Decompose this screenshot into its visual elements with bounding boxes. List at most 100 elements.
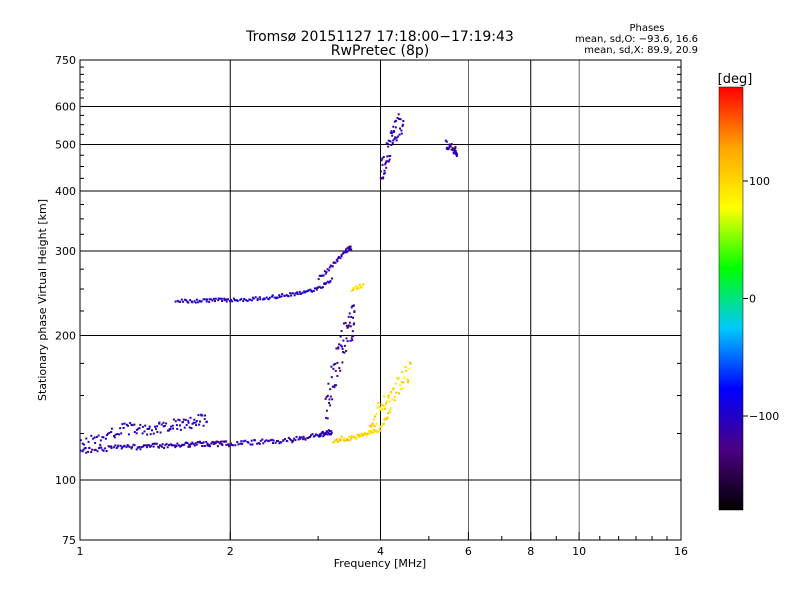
- data-point: [205, 440, 208, 443]
- data-point: [445, 140, 448, 143]
- data-point: [333, 386, 336, 389]
- data-point: [398, 118, 401, 120]
- data-point: [279, 441, 282, 444]
- data-point: [117, 444, 120, 447]
- data-point: [81, 442, 84, 445]
- data-point: [401, 371, 404, 373]
- y-tick-label: 75: [62, 534, 76, 547]
- data-point: [296, 291, 299, 294]
- data-point: [280, 441, 283, 444]
- data-point: [208, 443, 211, 446]
- data-point: [146, 444, 149, 447]
- data-point: [249, 443, 252, 446]
- data-point: [94, 442, 97, 444]
- data-point: [138, 427, 141, 430]
- data-point: [254, 296, 257, 299]
- data-point: [365, 432, 368, 435]
- data-point: [372, 428, 375, 431]
- data-point: [127, 424, 129, 427]
- data-point: [456, 153, 458, 156]
- data-point: [380, 425, 383, 428]
- colorbar-gradient: [718, 86, 744, 511]
- data-point: [407, 379, 410, 382]
- data-point: [115, 447, 118, 449]
- data-point: [202, 441, 205, 444]
- data-point: [121, 423, 124, 426]
- data-point: [289, 438, 291, 441]
- data-point: [323, 270, 326, 273]
- data-point: [345, 324, 348, 327]
- data-point: [229, 300, 231, 303]
- data-point: [338, 343, 341, 346]
- x-tick-label: 6: [465, 545, 472, 558]
- data-point: [372, 431, 375, 434]
- data-point: [119, 444, 122, 447]
- data-point: [320, 286, 323, 289]
- data-point: [336, 260, 339, 263]
- data-point: [123, 444, 126, 447]
- data-point: [113, 435, 115, 437]
- data-point: [353, 322, 356, 325]
- data-point: [343, 437, 346, 440]
- data-point: [397, 135, 400, 138]
- data-point: [358, 283, 361, 286]
- data-point: [394, 136, 397, 139]
- x-axis-label: Frequency [MHz]: [334, 557, 426, 570]
- data-point: [384, 163, 387, 166]
- data-point: [234, 444, 237, 447]
- data-point: [114, 444, 117, 447]
- data-point: [281, 293, 284, 296]
- data-point: [321, 432, 324, 435]
- data-point: [104, 437, 107, 440]
- data-point: [284, 438, 286, 441]
- data-point: [274, 441, 277, 444]
- data-point: [326, 430, 329, 433]
- data-point: [271, 295, 273, 298]
- data-point: [388, 158, 391, 161]
- data-point: [335, 384, 338, 387]
- data-point: [133, 444, 136, 447]
- data-point: [340, 255, 343, 258]
- data-point: [394, 126, 397, 129]
- data-point: [390, 132, 393, 135]
- data-point: [195, 443, 198, 446]
- data-point: [339, 369, 342, 372]
- x-axis: 1 2 4 6 8 10 16: [77, 532, 688, 558]
- data-point: [239, 442, 242, 445]
- data-point: [333, 261, 336, 264]
- data-point: [336, 440, 339, 443]
- data-point: [205, 300, 208, 303]
- data-point: [192, 443, 195, 446]
- data-point: [108, 431, 111, 434]
- data-point: [383, 422, 385, 425]
- data-point: [341, 347, 344, 350]
- data-point: [403, 376, 406, 379]
- data-point: [337, 257, 340, 260]
- data-point: [338, 367, 341, 370]
- data-point: [382, 156, 385, 158]
- data-point: [264, 440, 266, 443]
- data-point: [102, 449, 105, 452]
- data-point: [143, 444, 145, 447]
- data-point: [347, 325, 350, 328]
- data-point: [350, 316, 353, 318]
- data-point: [368, 430, 370, 433]
- data-point: [352, 323, 355, 326]
- data-point: [387, 396, 390, 399]
- data-point: [398, 133, 401, 136]
- data-point: [368, 424, 371, 427]
- colorbar-label: [deg]: [718, 72, 753, 87]
- data-point: [353, 311, 356, 313]
- data-point: [227, 443, 230, 446]
- data-point: [375, 422, 378, 425]
- data-point: [286, 439, 289, 442]
- data-point: [173, 444, 176, 447]
- data-point: [131, 424, 134, 427]
- data-point: [368, 433, 371, 435]
- data-point: [453, 152, 456, 155]
- data-point: [189, 416, 192, 419]
- data-point: [150, 444, 153, 447]
- data-point: [135, 448, 138, 451]
- data-point: [297, 438, 300, 441]
